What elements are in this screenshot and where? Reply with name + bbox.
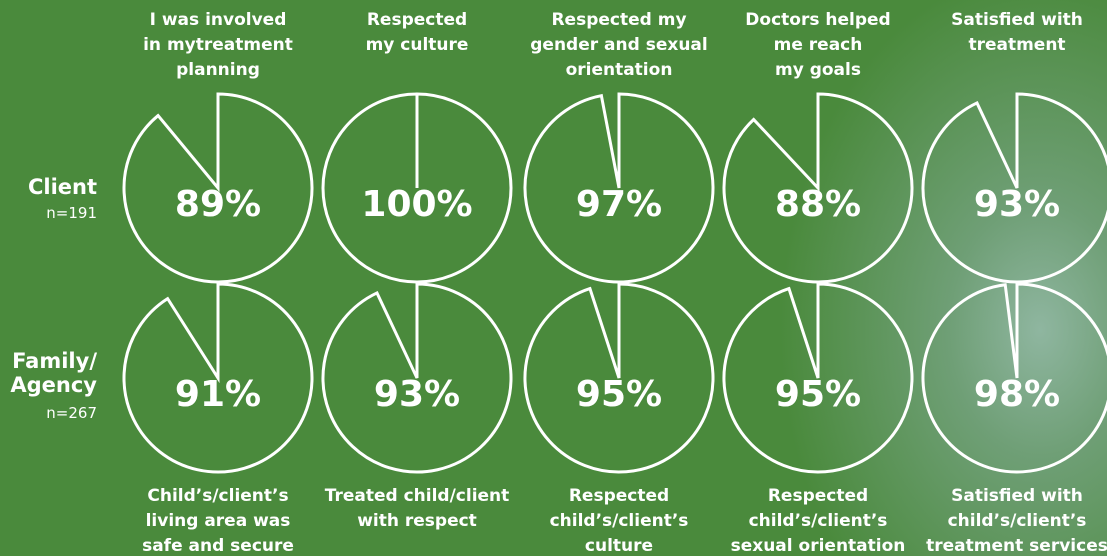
question-label: Child’s/client’s living area was safe an… [118,484,318,556]
question-label: Satisfied with child’s/client’s treatmen… [917,484,1107,556]
value-label: 93% [974,184,1060,225]
row-note: n=191 [46,204,97,222]
pie-grid: 89% 100% 97% 88% 93% 91% 93% 95% 95% 98% [0,0,1107,556]
value-label: 95% [576,374,662,415]
question-label: Doctors helped me reach my goals [718,8,918,83]
row-label: Family/ Agency [10,349,97,397]
question-label: Respected my culture [317,8,517,58]
value-label: 98% [974,374,1060,415]
value-label: 93% [374,374,460,415]
question-label: Respected child’s/client’s culture [519,484,719,556]
value-label: 89% [175,184,261,225]
question-label: Respected my gender and sexual orientati… [519,8,719,83]
question-label: Respected child’s/client’s sexual orient… [718,484,918,556]
question-label: Treated child/client with respect [317,484,517,534]
row-label: Client [28,175,97,199]
row-note: n=267 [46,404,97,422]
value-label: 88% [775,184,861,225]
question-label: Satisfied with treatment [917,8,1107,58]
value-label: 100% [361,184,472,225]
value-label: 95% [775,374,861,415]
question-label: I was involved in mytreatment planning [118,8,318,83]
value-label: 91% [175,374,261,415]
value-label: 97% [576,184,662,225]
infographic: 89% 100% 97% 88% 93% 91% 93% 95% 95% 98% Client n=… [0,0,1107,556]
